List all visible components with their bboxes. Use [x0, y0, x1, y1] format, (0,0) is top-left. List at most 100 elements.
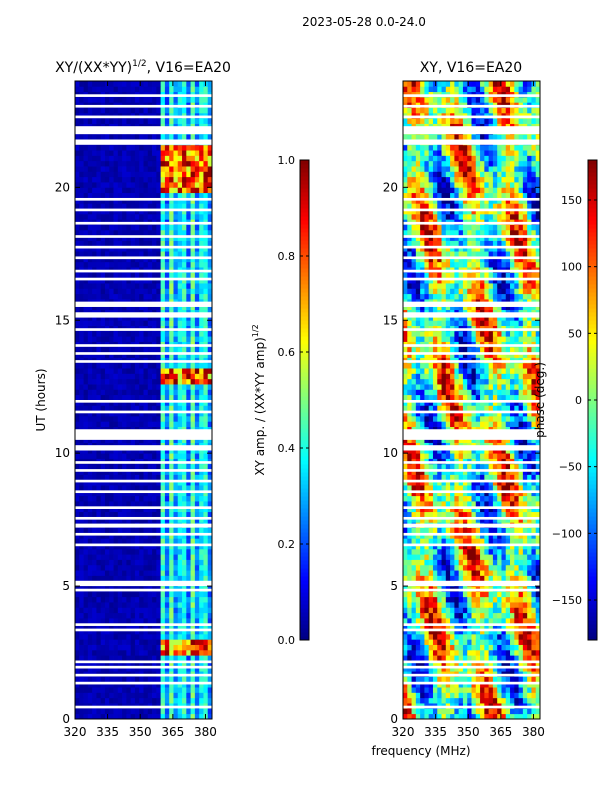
amp-heat-cell — [134, 644, 140, 651]
amp-heat-cell — [126, 421, 132, 427]
ph-heat-cell — [437, 708, 442, 715]
amp-heat-cell — [169, 516, 174, 523]
amp-heat-cell — [156, 649, 162, 656]
amp-heat-cell — [194, 602, 200, 608]
amp-heat-cell — [83, 320, 89, 326]
amp-heat-cell — [207, 548, 213, 555]
amp-heat-cell — [122, 713, 127, 720]
ph-heat-cell — [441, 591, 447, 598]
ph-heat-cell — [458, 575, 464, 582]
amp-heat-cell — [134, 415, 140, 422]
amp-heat-cell — [117, 213, 123, 220]
amp-heat-cell — [96, 591, 102, 598]
amp-heat-cell — [100, 559, 106, 566]
amp-heat-cell — [182, 687, 187, 693]
ph-heat-cell — [403, 639, 408, 645]
amp-heat-cell — [117, 378, 123, 385]
amp-heat-cell — [156, 543, 162, 550]
amp-heat-cell — [143, 277, 149, 284]
colorbar-segment — [300, 208, 309, 213]
ph-heat-cell — [514, 596, 519, 603]
amp-heat-cell — [92, 346, 97, 353]
ph-heat-cell — [462, 591, 468, 598]
ph-heat-cell — [510, 591, 515, 598]
amp-heat-cell — [75, 469, 80, 475]
amp-heat-cell — [130, 628, 136, 635]
amp-heat-cell — [83, 639, 89, 645]
amp-heat-cell — [104, 485, 110, 491]
amp-heat-cell — [194, 410, 200, 417]
ph-heat-cell — [441, 628, 447, 635]
amp-heat-cell — [156, 155, 162, 162]
amp-heat-cell — [139, 697, 144, 704]
amp-heat-cell — [173, 655, 179, 661]
amp-heat-cell — [203, 644, 209, 651]
amplitude-y-axis-label: UT (hours) — [34, 368, 48, 431]
amp-heat-cell — [79, 708, 84, 715]
ph-heat-cell — [445, 708, 451, 715]
amp-heat-cell — [177, 405, 183, 412]
amp-heat-cell — [207, 617, 213, 624]
amp-heat-cell — [122, 187, 127, 194]
amp-heat-cell — [130, 160, 136, 167]
ph-heat-cell — [518, 633, 524, 640]
amp-heat-cell — [96, 628, 102, 635]
amp-heat-cell — [173, 421, 179, 427]
amp-heat-cell — [182, 437, 187, 443]
ph-heat-cell — [480, 596, 485, 603]
amp-heat-cell — [79, 660, 84, 667]
amp-heat-cell — [199, 713, 204, 720]
amp-heat-cell — [104, 150, 110, 156]
amp-heat-cell — [113, 559, 119, 566]
amp-heat-cell — [109, 197, 114, 204]
amp-heat-cell — [113, 224, 119, 231]
amp-heat-cell — [134, 208, 140, 215]
amp-heat-cell — [113, 304, 119, 311]
amp-heat-cell — [143, 394, 149, 401]
amp-heat-cell — [203, 208, 209, 215]
ph-heat-cell — [522, 570, 528, 576]
ph-heat-cell — [475, 575, 481, 582]
amp-heat-cell — [173, 166, 179, 172]
amp-heat-cell — [152, 197, 157, 204]
amp-heat-cell — [182, 655, 187, 661]
amp-heat-cell — [139, 187, 144, 194]
amp-heat-cell — [83, 617, 89, 624]
amp-heat-cell — [113, 415, 119, 422]
colorbar-tick-label: 0.4 — [278, 442, 296, 455]
amp-heat-cell — [203, 272, 209, 279]
amp-heat-cell — [75, 96, 80, 103]
amp-heat-cell — [143, 336, 149, 342]
amp-heat-cell — [160, 187, 166, 194]
amp-heat-cell — [152, 107, 157, 114]
amp-heat-cell — [203, 559, 209, 566]
ph-heat-cell — [415, 708, 421, 715]
amp-heat-cell — [83, 166, 89, 172]
amp-heat-cell — [143, 415, 149, 422]
amp-heat-cell — [160, 617, 166, 624]
ph-heat-cell — [428, 681, 434, 688]
amp-heat-cell — [134, 453, 140, 459]
ph-heat-cell — [488, 697, 494, 704]
amp-heat-cell — [173, 453, 179, 459]
ph-heat-cell — [492, 623, 498, 630]
amp-heat-cell — [113, 469, 119, 475]
ph-heat-cell — [527, 564, 532, 571]
ph-heat-cell — [432, 649, 438, 656]
amp-heat-cell — [100, 96, 106, 103]
amp-heat-cell — [139, 511, 144, 518]
amp-heat-cell — [203, 160, 209, 167]
amp-heat-cell — [194, 378, 200, 385]
amp-heat-cell — [104, 415, 110, 422]
shared-x-axis-label: frequency (MHz) — [371, 744, 470, 758]
amp-heat-cell — [83, 330, 89, 337]
amp-heat-cell — [164, 633, 170, 640]
amp-heat-cell — [83, 251, 89, 257]
amp-heat-cell — [126, 559, 132, 566]
amp-heat-cell — [130, 176, 136, 183]
colorbar-segment — [300, 284, 309, 289]
amp-heat-cell — [130, 660, 136, 667]
amp-heat-cell — [160, 708, 166, 715]
ph-heat-cell — [527, 591, 532, 598]
amp-heat-cell — [203, 447, 209, 454]
